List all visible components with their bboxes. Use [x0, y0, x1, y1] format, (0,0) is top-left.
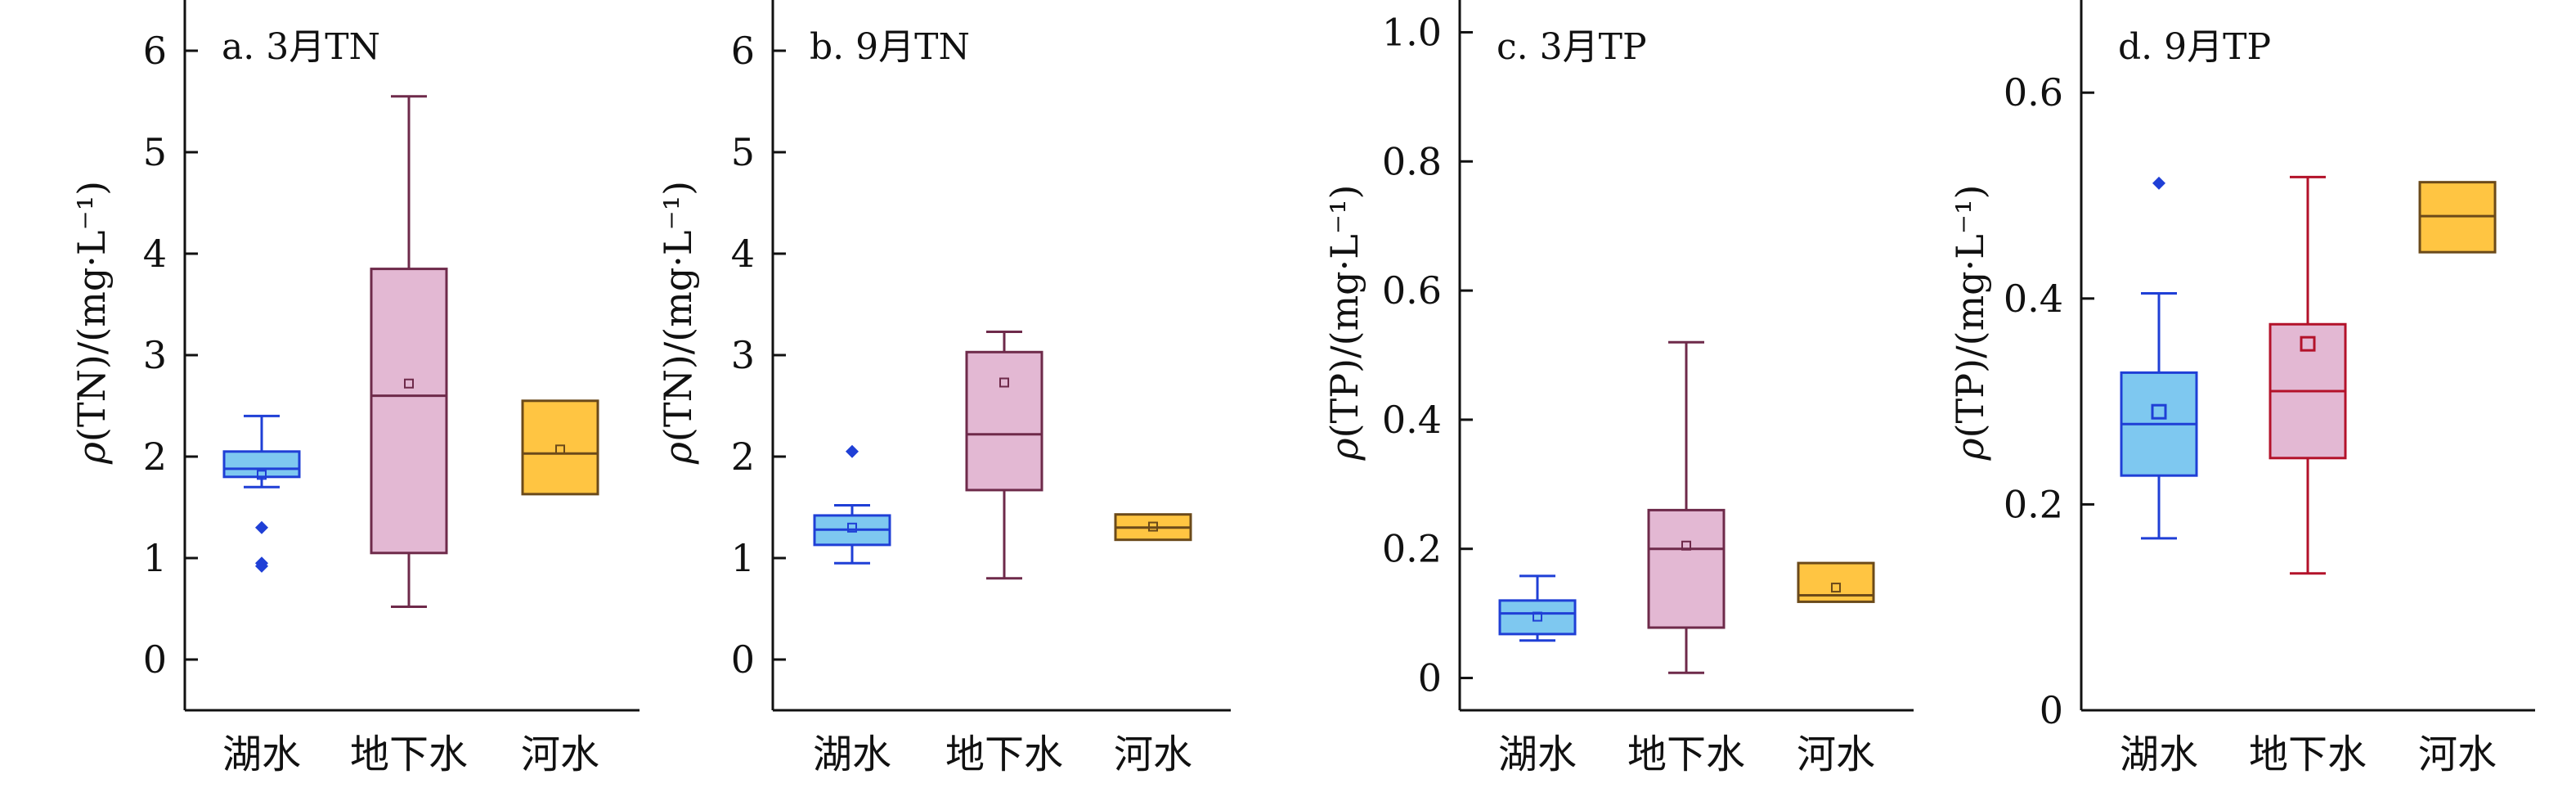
mean-marker — [2300, 335, 2316, 352]
panel-4: 0 0.2 0.4 0.6 ρ(TP)/(mg·L⁻¹) d. 9月TP 湖水 地下水 河水 — [1948, 0, 2535, 777]
y-axis-label: ρ(TN)/(mg·L⁻¹) — [70, 181, 114, 465]
x-category-label: 河水 — [1797, 732, 1875, 777]
x-category-label: 湖水 — [1498, 732, 1577, 777]
box-2 — [2269, 175, 2347, 575]
x-category-label: 地下水 — [350, 732, 468, 777]
y-tick-label: 2 — [143, 435, 167, 479]
box-body — [1647, 508, 1726, 629]
mean-marker — [555, 444, 565, 455]
y-tick-label: 0.6 — [1382, 268, 1442, 313]
outlier-point — [2152, 176, 2165, 190]
box-body — [1498, 599, 1577, 636]
panel-title: a. 3月TN — [222, 26, 380, 68]
box-1 — [813, 444, 891, 565]
box-body — [965, 350, 1043, 492]
mean-marker — [1533, 611, 1542, 622]
y-tick-label: 0 — [143, 637, 167, 682]
box-2 — [1647, 340, 1726, 674]
box-3 — [2418, 181, 2497, 254]
y-tick-label: 3 — [143, 333, 167, 377]
outlier-point — [846, 444, 859, 458]
box-3 — [1797, 561, 1875, 603]
mean-marker — [1148, 521, 1158, 532]
y-axis-label: ρ(TN)/(mg·L⁻¹) — [656, 181, 700, 465]
panel-title: d. 9月TP — [2118, 26, 2271, 68]
box-body — [370, 268, 448, 555]
box-body — [521, 399, 599, 496]
y-tick-label: 6 — [731, 29, 755, 73]
y-tick-label: 0.2 — [2004, 482, 2063, 526]
x-category-label: 地下水 — [945, 732, 1063, 777]
y-axis-label: ρ(TP)/(mg·L⁻¹) — [1322, 185, 1367, 462]
y-tick-label: 0.4 — [2004, 277, 2063, 321]
box-2 — [965, 330, 1043, 580]
y-tick-label: 4 — [143, 232, 167, 276]
y-tick-label: 0 — [1418, 656, 1442, 700]
x-category-label: 湖水 — [222, 732, 301, 777]
y-tick-label: 0 — [2040, 688, 2063, 732]
y-tick-label: 3 — [731, 333, 755, 377]
box-2 — [370, 95, 448, 609]
box-body — [222, 450, 301, 479]
x-category-label: 河水 — [521, 732, 599, 777]
y-tick-label: 5 — [731, 130, 755, 174]
x-category-label: 湖水 — [813, 732, 891, 777]
y-tick-label: 1.0 — [1382, 10, 1442, 54]
x-category-label: 湖水 — [2120, 732, 2198, 777]
box-3 — [521, 399, 599, 496]
panel-2: 0 1 2 3 4 5 6 ρ(TN)/(mg·L⁻¹) b. 9月TN 湖水 地下水 河水 — [656, 0, 1231, 777]
x-category-label: 河水 — [2418, 732, 2497, 777]
y-tick-label: 4 — [731, 232, 755, 276]
box-3 — [1114, 513, 1192, 542]
y-tick-label: 0.2 — [1382, 527, 1442, 571]
y-tick-label: 1 — [731, 536, 755, 580]
y-tick-label: 0.6 — [2004, 70, 2063, 115]
mean-marker — [1831, 583, 1841, 593]
mean-marker — [999, 377, 1009, 388]
mean-marker — [2151, 403, 2167, 420]
y-tick-label: 0.4 — [1382, 398, 1442, 442]
mean-marker — [1681, 540, 1691, 551]
y-tick-label: 2 — [731, 435, 755, 479]
x-category-label: 地下水 — [2249, 732, 2367, 777]
mean-marker — [257, 470, 267, 480]
panel-1: 0 1 2 3 4 5 6 ρ(TN)/(mg·L⁻¹) a. 3月TN 湖水 地下水 河水 — [70, 0, 640, 777]
box-1 — [222, 414, 301, 573]
outlier-point — [255, 559, 268, 573]
box-1 — [2120, 176, 2198, 540]
y-axis-label: ρ(TP)/(mg·L⁻¹) — [1948, 185, 1992, 462]
y-tick-label: 0.8 — [1382, 139, 1442, 183]
y-tick-label: 0 — [731, 637, 755, 682]
panel-title: c. 3月TP — [1497, 26, 1647, 68]
y-tick-label: 5 — [143, 130, 167, 174]
panel-3: 0 0.2 0.4 0.6 0.8 1.0 ρ(TP)/(mg·L⁻¹) c. 3月TP 湖水 地… — [1322, 0, 1914, 777]
mean-marker — [847, 522, 857, 533]
box-1 — [1498, 574, 1577, 642]
y-tick-label: 6 — [143, 29, 167, 73]
outlier-point — [255, 520, 268, 534]
x-category-label: 地下水 — [1627, 732, 1745, 777]
panel-title: b. 9月TN — [810, 26, 970, 68]
mean-marker — [404, 378, 414, 389]
y-tick-label: 1 — [143, 536, 167, 580]
x-category-label: 河水 — [1114, 732, 1192, 777]
